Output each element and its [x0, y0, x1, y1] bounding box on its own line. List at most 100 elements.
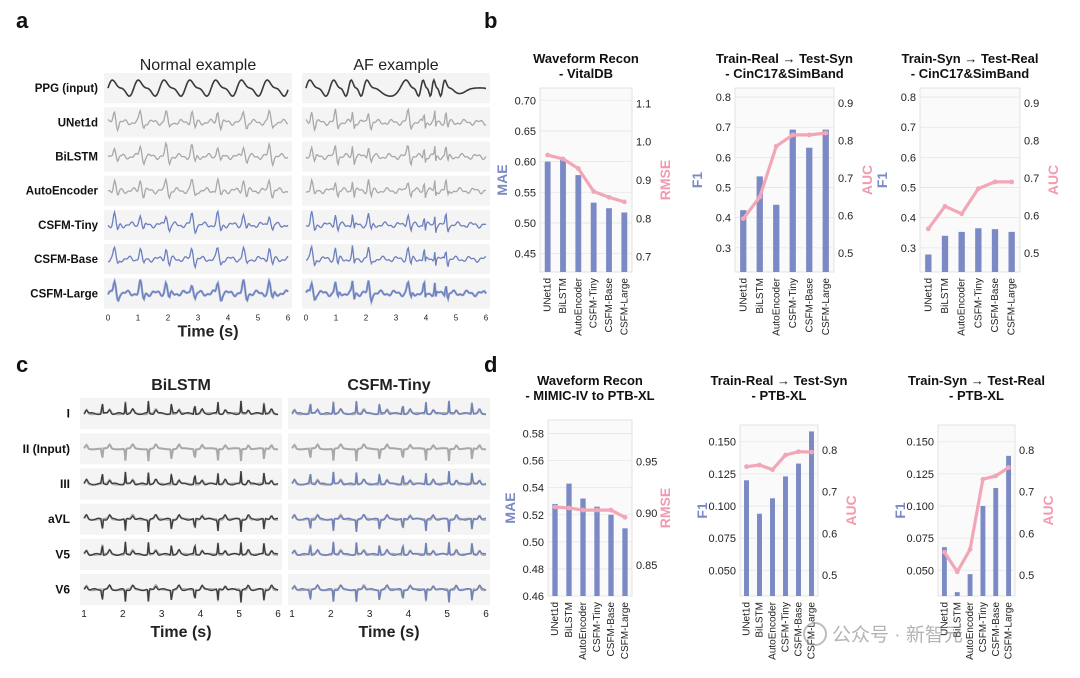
- panel-a-row-label: UNet1d: [58, 117, 98, 129]
- panel-a-xlabel: Time (s): [177, 323, 238, 340]
- y2-tick-label: 0.95: [636, 456, 657, 468]
- chart-title: Waveform Recon: [533, 51, 639, 66]
- chart-d2: Train-Real → Test-Syn- PTB-XL 0.050 0.075 0…: [694, 373, 859, 660]
- category-label: CSFM-Large: [620, 602, 631, 660]
- trace-box: [302, 175, 490, 206]
- category-label: CSFM-Base: [606, 602, 617, 657]
- y-tick-label: 0.55: [515, 187, 536, 199]
- x-tick-label: 4: [198, 609, 204, 620]
- panel-c-col-title: CSFM-Tiny: [347, 377, 430, 394]
- category-label: UNet1d: [738, 278, 749, 312]
- y2-tick-label: 0.5: [1019, 570, 1034, 582]
- auc-line: [927, 180, 1012, 230]
- line-point: [608, 507, 614, 513]
- y2-axis-label: RMSE: [657, 488, 673, 528]
- line-point: [992, 179, 998, 185]
- bar: [757, 513, 762, 596]
- x-tick-label: 1: [136, 313, 141, 322]
- x-tick-label: 6: [275, 609, 281, 620]
- y-tick-label: 0.050: [906, 565, 934, 577]
- x-tick-label: 1: [289, 609, 295, 620]
- trace-box: [302, 73, 490, 104]
- y2-tick-label: 0.7: [838, 173, 853, 185]
- y2-tick-label: 0.90: [636, 508, 657, 520]
- ecg-trace: [291, 513, 487, 533]
- y2-axis-label: AUC: [1045, 165, 1061, 195]
- panel-a-row-label: CSFM-Base: [34, 254, 98, 266]
- x-tick-label: 2: [120, 609, 126, 620]
- bar-line-charts: Waveform Recon- VitalDB0.450.500.550.600…: [494, 51, 1061, 660]
- y-axis-label: F1: [694, 502, 710, 519]
- y2-tick-label: 1.1: [636, 98, 651, 110]
- x-tick-label: 6: [286, 313, 291, 322]
- panel-c-col-title: BiLSTM: [151, 377, 211, 394]
- y-tick-label: 0.150: [708, 437, 736, 449]
- panel-a-waveforms: Normal example AF example PPG (input) UNet1…: [26, 57, 490, 340]
- line-point: [621, 199, 627, 205]
- x-tick-label: 3: [196, 313, 201, 322]
- category-label: AutoEncoder: [573, 277, 584, 335]
- y-tick-label: 0.52: [523, 510, 544, 522]
- panel-c-xlabel: Time (s): [150, 624, 211, 641]
- line-point: [606, 194, 612, 200]
- auc-line: [547, 153, 625, 204]
- y-tick-label: 0.075: [708, 533, 736, 545]
- x-tick-label: 3: [367, 609, 373, 620]
- category-label: BiLSTM: [952, 602, 963, 638]
- category-label: CSFM-Large: [807, 602, 818, 660]
- x-tick-label: 4: [226, 313, 231, 322]
- bar: [606, 208, 612, 272]
- y-tick-label: 0.150: [906, 437, 934, 449]
- bar: [594, 506, 600, 596]
- y2-tick-label: 0.5: [822, 570, 837, 582]
- chart-title: - CinC17&SimBand: [911, 66, 1030, 81]
- panel-label-c: c: [16, 352, 28, 377]
- panel-c-xlabel: Time (s): [358, 624, 419, 641]
- bar: [575, 175, 582, 272]
- bar: [744, 480, 749, 596]
- x-tick-label: 3: [394, 313, 399, 322]
- y-tick-label: 0.8: [716, 92, 731, 104]
- x-tick-label: 0: [304, 313, 309, 322]
- line-point: [959, 211, 965, 217]
- category-label: AutoEncoder: [771, 277, 782, 335]
- panel-a-row-label: BiLSTM: [55, 152, 98, 164]
- panel-c-row-label: V5: [55, 547, 70, 561]
- ecg-trace: [291, 400, 486, 416]
- line-point: [975, 186, 981, 192]
- panel-a-row-label: CSFM-Large: [30, 288, 98, 300]
- chart-title: Train-Syn → Test-Real: [908, 373, 1045, 388]
- category-label: CSFM-Large: [619, 278, 630, 336]
- ecg-trace: [291, 443, 487, 462]
- bar: [756, 176, 763, 272]
- panel-a-row-label: AutoEncoder: [26, 186, 99, 198]
- y-tick-label: 0.050: [708, 565, 736, 577]
- bar: [975, 228, 982, 272]
- y2-tick-label: 0.8: [822, 445, 837, 457]
- y-axis-label: F1: [874, 172, 890, 189]
- bar: [941, 235, 949, 272]
- panel-label-b: b: [484, 8, 497, 33]
- line-point: [806, 132, 812, 138]
- ecg-trace: [83, 443, 279, 462]
- category-label: CSFM-Large: [1004, 602, 1015, 660]
- y2-tick-label: 0.9: [1024, 98, 1039, 110]
- y2-tick-label: 0.8: [1019, 445, 1034, 457]
- trace-box: [302, 141, 490, 172]
- x-tick-label: 1: [81, 609, 87, 620]
- y-tick-label: 0.50: [515, 218, 536, 230]
- waveform-trace: [107, 176, 289, 200]
- line-point: [575, 166, 581, 171]
- chart-b2: Train-Real → Test-Syn- CinC17&SimBand 0.3…: [689, 51, 875, 336]
- line-point: [796, 449, 801, 455]
- chart-title: Train-Real → Test-Syn: [710, 373, 847, 388]
- y2-tick-label: 0.7: [822, 487, 837, 499]
- y2-tick-label: 0.85: [636, 560, 657, 572]
- category-label: CSFM-Tiny: [592, 602, 603, 652]
- waveform-trace: [305, 107, 487, 133]
- y-tick-label: 0.5: [716, 183, 731, 195]
- bar: [580, 498, 586, 596]
- line-point: [560, 156, 566, 162]
- bar: [967, 574, 973, 596]
- y-tick-label: 0.56: [523, 456, 544, 468]
